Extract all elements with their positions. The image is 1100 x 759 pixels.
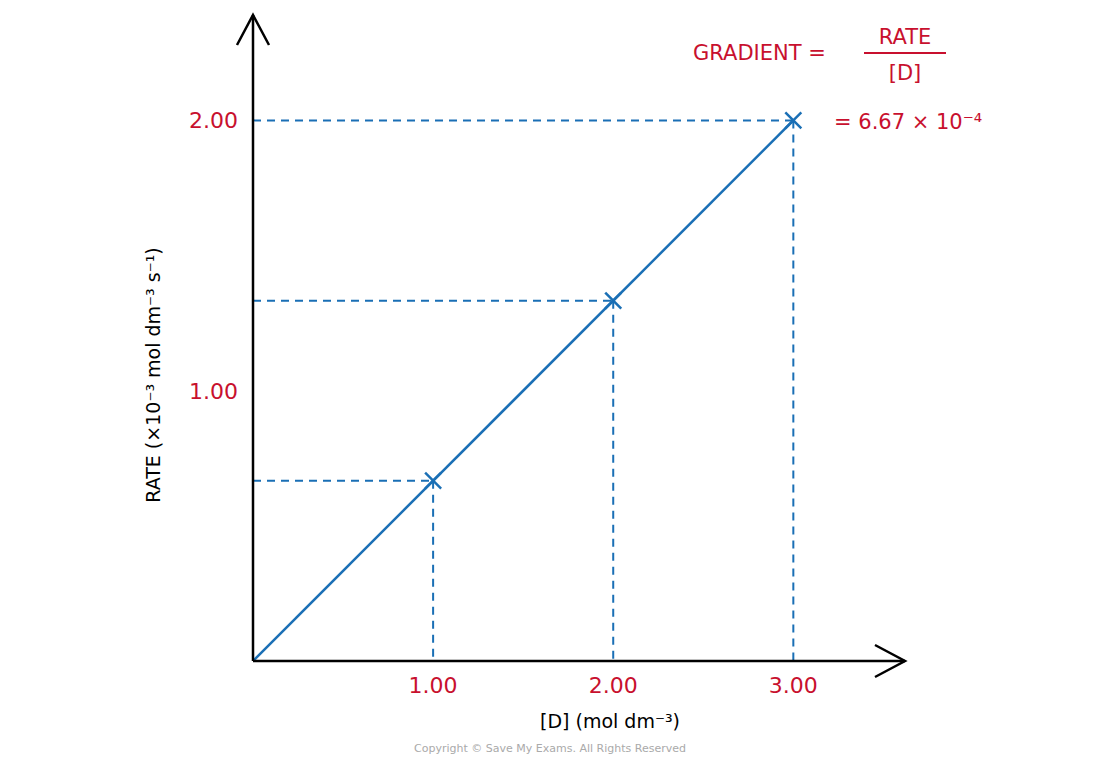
marks bbox=[253, 112, 801, 661]
marker-stroke bbox=[785, 112, 801, 128]
marker-stroke bbox=[605, 293, 621, 309]
x-axis bbox=[253, 660, 905, 663]
data-point bbox=[605, 293, 621, 309]
x-tick-label: 1.00 bbox=[409, 673, 458, 698]
copyright: Copyright © Save My Exams. All Rights Re… bbox=[414, 742, 686, 755]
projection-h bbox=[253, 300, 613, 302]
data-point bbox=[425, 473, 441, 489]
annotation-text: = 6.67 × 10⁻⁴ bbox=[834, 110, 982, 134]
projection-h bbox=[253, 480, 433, 482]
projection-v bbox=[612, 301, 614, 661]
x-tick-label: 3.00 bbox=[769, 673, 818, 698]
marker-stroke bbox=[425, 473, 441, 489]
x-axis-label: [D] (mol dm⁻³) bbox=[540, 710, 680, 732]
marker-stroke bbox=[425, 473, 441, 489]
axes bbox=[237, 15, 905, 677]
projection-v bbox=[432, 481, 434, 661]
y-axis-label: RATE (×10⁻³ mol dm⁻³ s⁻¹) bbox=[142, 247, 164, 502]
annotation-text: [D] bbox=[889, 61, 922, 85]
projection-h bbox=[253, 119, 793, 121]
x-arrow bbox=[875, 645, 905, 677]
projection-v bbox=[792, 120, 794, 661]
y-axis bbox=[252, 15, 255, 661]
projections bbox=[253, 120, 793, 661]
annotation-text: GRADIENT = bbox=[693, 41, 826, 65]
fraction-bar bbox=[864, 52, 946, 54]
data-point bbox=[785, 112, 801, 128]
y-tick-label: 2.00 bbox=[189, 108, 238, 133]
chart: 1.00 2.00 3.00 1.00 2.00 [D] (mol dm⁻³) RATE (… bbox=[0, 0, 1100, 759]
y-tick-label: 1.00 bbox=[189, 379, 238, 404]
x-tick-label: 2.00 bbox=[589, 673, 638, 698]
marker-stroke bbox=[785, 112, 801, 128]
y-arrow bbox=[237, 15, 269, 45]
data-line bbox=[253, 120, 793, 661]
annotation-text: RATE bbox=[879, 25, 932, 49]
marker-stroke bbox=[605, 293, 621, 309]
